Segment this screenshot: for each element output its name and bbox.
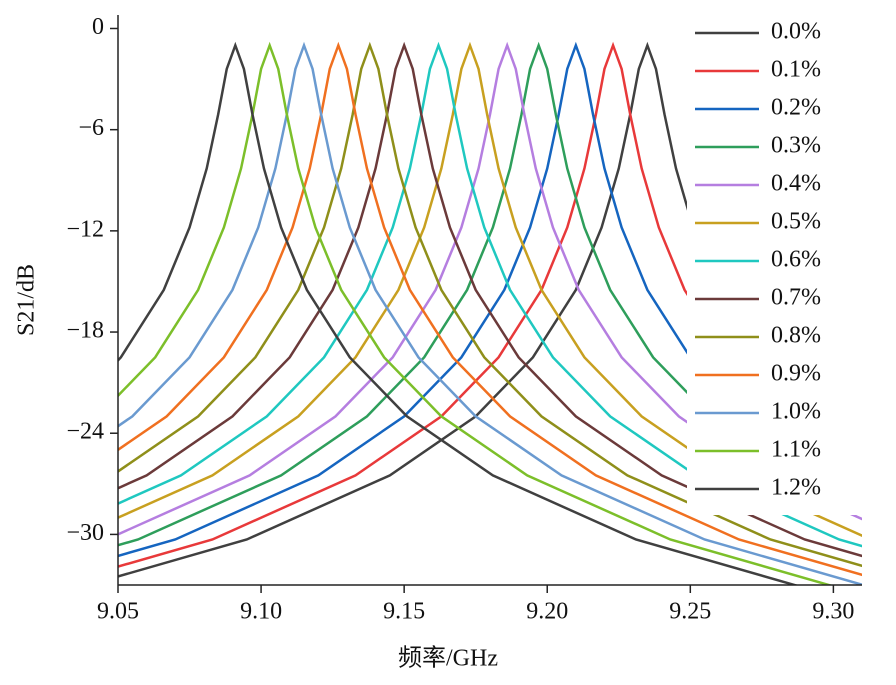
- series-line: [118, 41, 862, 568]
- y-tick-label: −18: [66, 318, 104, 344]
- y-axis-title: S21/dB: [14, 264, 40, 336]
- series-line: [118, 41, 862, 536]
- y-tick-label: −30: [66, 520, 104, 546]
- x-tick-label: 9.10: [240, 599, 282, 625]
- x-axis-title: 频率/GHz: [398, 645, 498, 672]
- y-tick-label: −6: [78, 115, 104, 141]
- series-line: [118, 41, 862, 537]
- x-tick-label: 9.30: [812, 599, 854, 625]
- series-line: [118, 41, 862, 585]
- legend-label: 0.8%: [771, 323, 821, 349]
- legend-label: 1.0%: [771, 399, 821, 425]
- legend-label: 0.1%: [771, 57, 821, 83]
- legend-label: 1.2%: [771, 475, 821, 501]
- legend-label: 1.1%: [771, 437, 821, 463]
- series-line: [118, 41, 862, 577]
- series-line: [118, 41, 862, 558]
- legend-label: 0.5%: [771, 209, 821, 235]
- series-line: [118, 41, 862, 548]
- x-tick-label: 9.25: [669, 599, 711, 625]
- legend-label: 0.2%: [771, 95, 821, 121]
- y-tick-label: 0: [92, 14, 104, 40]
- y-tick-label: −12: [66, 216, 104, 242]
- series-line: [118, 41, 799, 585]
- x-tick-label: 9.15: [383, 599, 425, 625]
- legend-label: 0.7%: [771, 285, 821, 311]
- x-tick-label: 9.05: [97, 599, 139, 625]
- legend-label: 0.6%: [771, 247, 821, 273]
- legend-label: 0.0%: [771, 19, 821, 45]
- plot-area: [118, 41, 862, 585]
- series-line: [118, 41, 834, 585]
- legend-label: 0.4%: [771, 171, 821, 197]
- y-tick-label: −24: [66, 419, 104, 445]
- legend-label: 0.9%: [771, 361, 821, 387]
- legend-box: [687, 15, 862, 515]
- legend-label: 0.3%: [771, 133, 821, 159]
- x-tick-label: 9.20: [526, 599, 568, 625]
